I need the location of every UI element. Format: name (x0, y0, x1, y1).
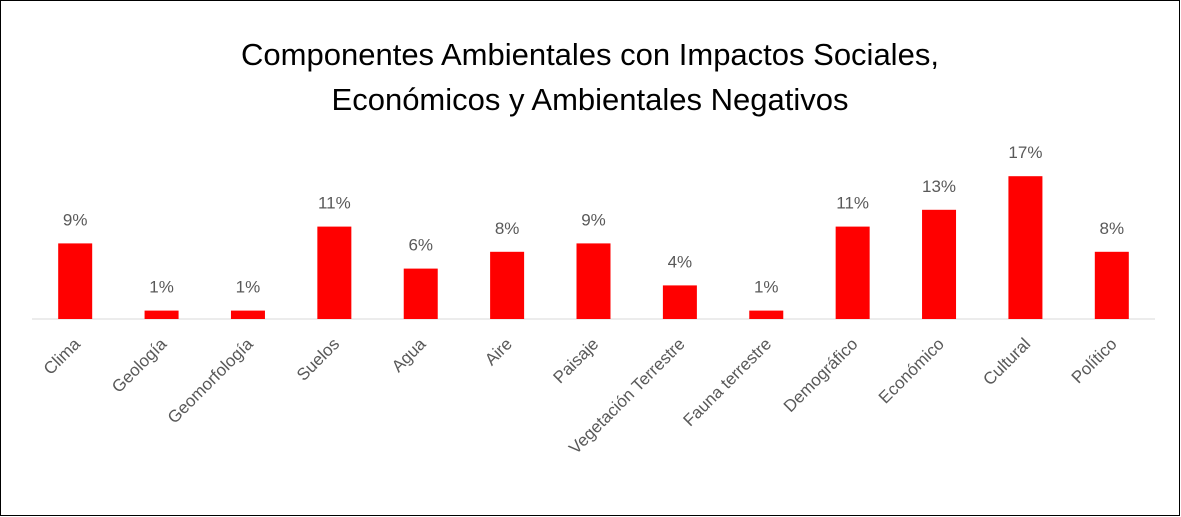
bar (1008, 176, 1043, 319)
data-label: 13% (922, 177, 956, 196)
bar (144, 310, 179, 319)
bar (1094, 251, 1129, 319)
bar (58, 243, 93, 319)
bar (662, 285, 697, 319)
bar (749, 310, 784, 319)
chart-title: Componentes Ambientales con Impactos Soc… (241, 37, 939, 72)
data-label: 9% (63, 210, 88, 229)
data-label: 17% (1008, 143, 1042, 162)
data-label: 4% (668, 252, 693, 271)
data-label: 8% (495, 219, 520, 238)
bar (317, 226, 352, 319)
bar (230, 310, 265, 319)
bar (922, 209, 957, 319)
data-label: 6% (408, 236, 433, 255)
bar (403, 268, 438, 319)
bar (576, 243, 611, 319)
data-label: 11% (836, 194, 869, 213)
data-label: 11% (318, 194, 351, 213)
bar (490, 251, 525, 319)
data-label: 1% (149, 278, 174, 297)
bar (835, 226, 870, 319)
data-label: 9% (581, 210, 606, 229)
data-label: 8% (1100, 219, 1125, 238)
data-label: 1% (236, 278, 261, 297)
chart-title: Económicos y Ambientales Negativos (332, 82, 849, 117)
data-label: 1% (754, 278, 779, 297)
